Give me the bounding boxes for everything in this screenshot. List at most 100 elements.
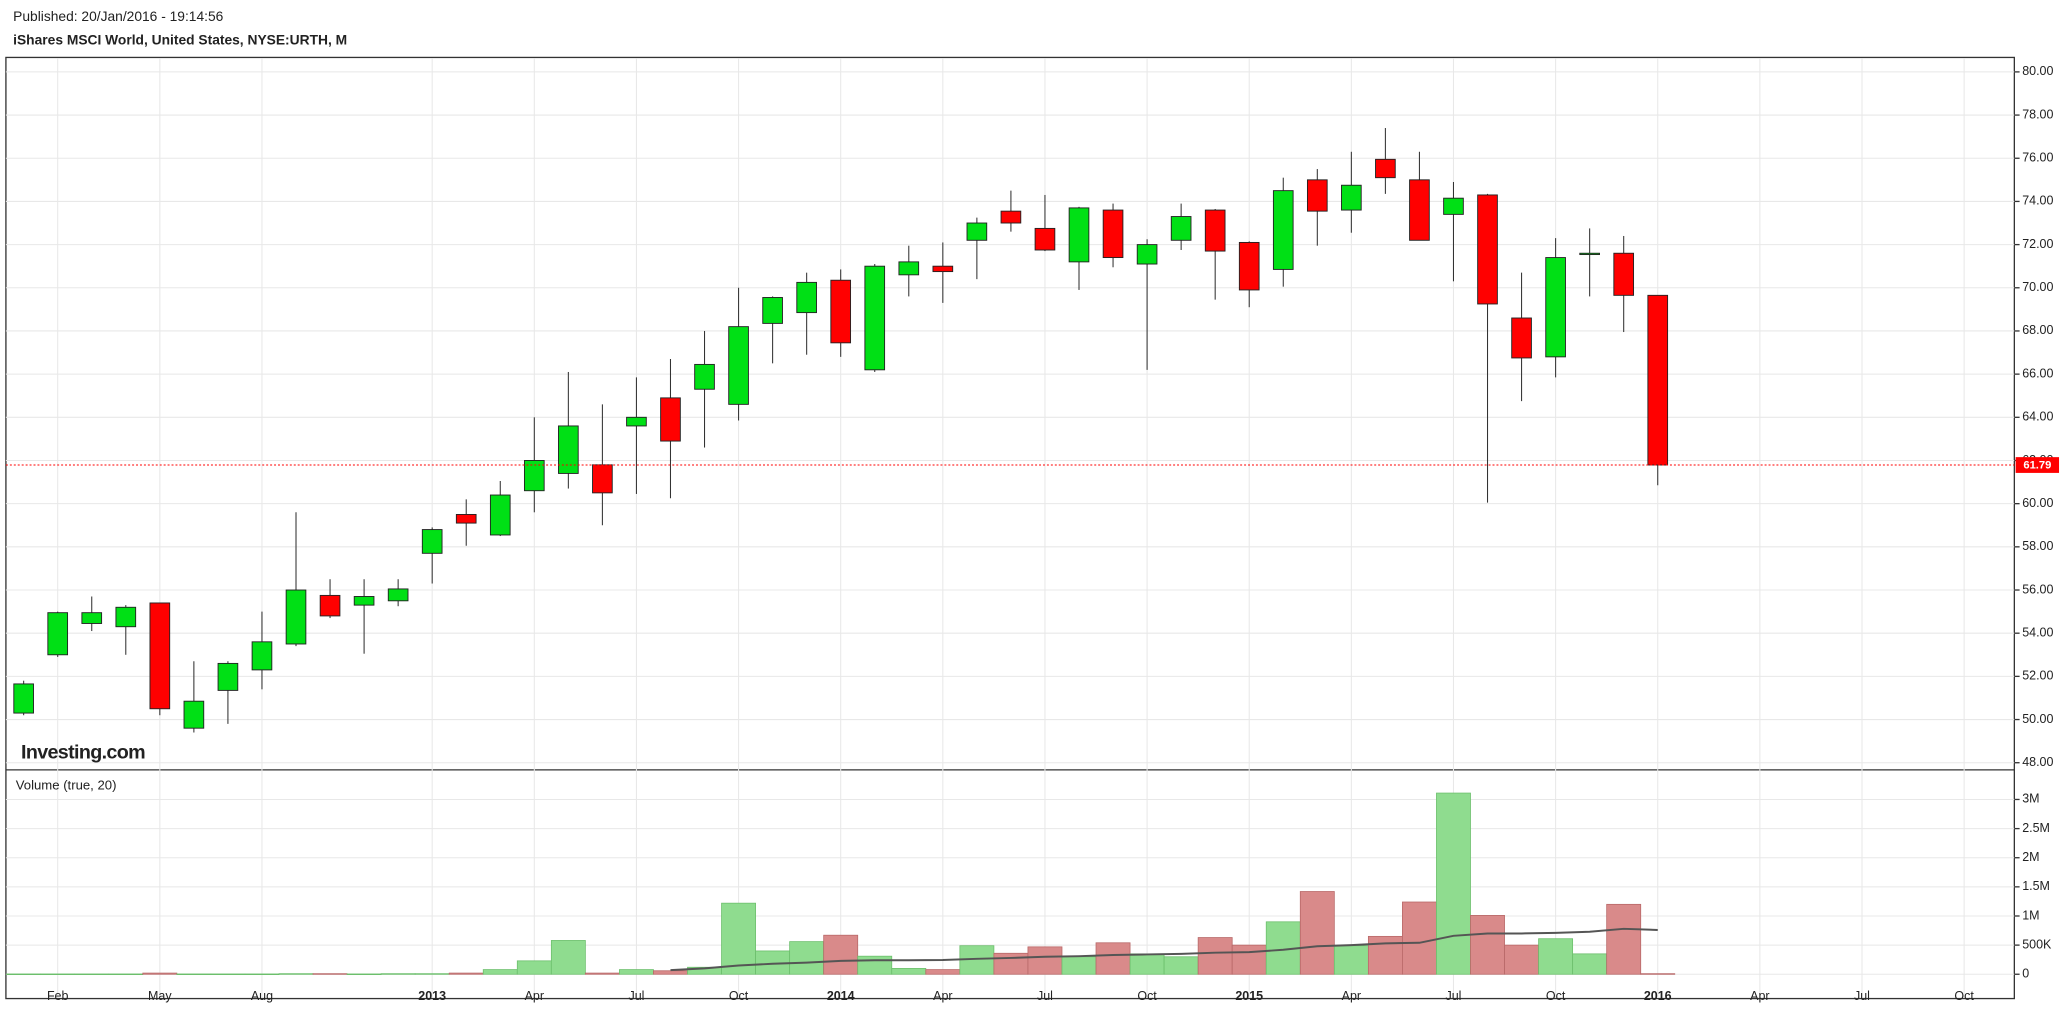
- volume-bar: [1470, 915, 1505, 975]
- y-tick-label: 50.00: [2022, 712, 2053, 726]
- candle-body: [728, 326, 749, 405]
- volume-bar: [1367, 935, 1403, 975]
- volume-bar: [619, 969, 654, 975]
- volume-bar: [278, 973, 314, 975]
- candle-body: [660, 397, 681, 442]
- candle-body: [489, 494, 511, 536]
- candle-body: [1613, 252, 1635, 296]
- candle-body: [285, 589, 307, 645]
- candle-body: [115, 606, 137, 628]
- x-tick-label: Jul: [1854, 989, 1870, 1003]
- candle-body: [1341, 184, 1362, 211]
- volume-bar: [176, 973, 212, 976]
- candle-body: [626, 416, 647, 427]
- chart-title: iShares MSCI World, United States, NYSE:…: [13, 33, 347, 48]
- x-tick-label: 2015: [1235, 989, 1263, 1003]
- candle-body: [762, 297, 783, 324]
- last-price-box: [2015, 457, 2060, 473]
- candle-body: [796, 281, 817, 314]
- x-tick-label: Jul: [1037, 989, 1053, 1003]
- candle-body: [81, 612, 103, 624]
- candle-body: [1102, 209, 1124, 259]
- candle-body: [387, 588, 409, 602]
- volume-bar: [1061, 956, 1097, 975]
- volume-bar: [6, 973, 42, 976]
- volume-bar: [448, 972, 484, 975]
- y-tick-label: 80.00: [2022, 64, 2053, 78]
- candle-body: [1068, 207, 1090, 263]
- candle-body: [183, 700, 205, 729]
- volume-bar: [1333, 945, 1369, 975]
- candle-body: [864, 265, 886, 371]
- x-tick-label: Jul: [1446, 989, 1462, 1003]
- y2-tick-label: 500K: [2022, 937, 2052, 951]
- candle-body: [1136, 244, 1158, 265]
- watermark: Investing.com: [21, 742, 145, 764]
- x-tick-label: Oct: [1137, 989, 1157, 1003]
- volume-bar: [312, 973, 348, 975]
- volume-bar: [142, 972, 178, 975]
- candle-body: [421, 529, 443, 554]
- candle-body: [1647, 294, 1669, 466]
- volume-bar: [1402, 901, 1437, 975]
- volume-bar: [789, 941, 825, 975]
- last-price-label: 61.79: [2023, 460, 2051, 472]
- y-tick-label: 72.00: [2022, 237, 2053, 251]
- y-tick-label: 66.00: [2022, 366, 2053, 380]
- candle-body: [217, 662, 239, 691]
- volume-bar: [1231, 944, 1267, 975]
- candle-body: [1306, 179, 1328, 212]
- volume-bar: [584, 972, 620, 975]
- y-tick-label: 70.00: [2022, 280, 2053, 294]
- volume-bar: [1197, 937, 1233, 975]
- x-tick-label: Apr: [525, 989, 544, 1003]
- volume-bar: [1640, 973, 1676, 975]
- x-tick-label: Apr: [933, 989, 952, 1003]
- candle-body: [47, 612, 69, 656]
- volume-bar: [993, 952, 1029, 975]
- published: Published: 20/Jan/2016 - 19:14:56: [13, 9, 224, 24]
- volume-bar: [210, 973, 246, 976]
- frame: [5, 56, 2015, 1000]
- volume-bar: [40, 973, 76, 976]
- x-tick-label: Oct: [1954, 989, 1974, 1003]
- y2-tick-label: 3M: [2022, 792, 2039, 806]
- y-tick-label: 68.00: [2022, 323, 2053, 337]
- candle-body: [1477, 194, 1498, 305]
- candle-body: [830, 279, 852, 344]
- volume-bar: [414, 973, 450, 975]
- x-tick-label: Oct: [1546, 989, 1566, 1003]
- x-tick-label: Feb: [47, 989, 69, 1003]
- candle-body: [1409, 179, 1430, 241]
- candle-body: [898, 261, 920, 276]
- y-tick-label: 52.00: [2022, 669, 2053, 683]
- candle-body: [251, 641, 273, 671]
- volume-bar: [244, 973, 280, 976]
- candle-body: [1034, 227, 1056, 251]
- plot: [5, 128, 2015, 976]
- candle-body: [1000, 210, 1022, 224]
- candle-body: [1238, 241, 1260, 291]
- volume-bar: [1129, 953, 1165, 975]
- volume-bar: [891, 968, 927, 975]
- candle-body: [523, 460, 545, 492]
- candle-body: [1204, 209, 1226, 252]
- y-tick-label: 54.00: [2022, 625, 2053, 639]
- volume-bar: [1606, 903, 1642, 975]
- x-tick-label: Aug: [251, 989, 273, 1003]
- volume-bar: [1027, 946, 1063, 975]
- volume-bar: [1095, 942, 1131, 975]
- candle-body: [13, 683, 34, 714]
- x-tick-label: Oct: [729, 989, 749, 1003]
- volume-bar: [1572, 953, 1608, 975]
- volume-bar: [1163, 956, 1199, 975]
- candle-body: [932, 265, 954, 273]
- y-tick-label: 74.00: [2022, 194, 2053, 208]
- candle-body: [319, 594, 341, 617]
- y-tick-label: 78.00: [2022, 107, 2053, 121]
- y-tick-label: 76.00: [2022, 151, 2053, 165]
- x-tick-label: May: [148, 989, 172, 1003]
- volume-bar: [108, 973, 144, 976]
